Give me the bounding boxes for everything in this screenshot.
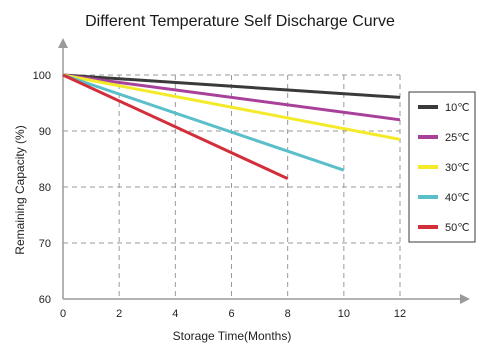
series-line	[62, 73, 345, 172]
y-axis-arrow	[58, 38, 68, 48]
x-tick-label: 8	[285, 308, 291, 320]
legend: 10℃ 25℃ 30℃ 40℃ 50℃	[408, 91, 476, 243]
chart-title: Different Temperature Self Discharge Cur…	[85, 13, 395, 30]
y-tick-label: 70	[39, 238, 51, 250]
y-axis-label: Remaining Capacity (%)	[13, 125, 27, 254]
x-axis-arrow	[460, 294, 470, 304]
x-tick-label: 0	[60, 308, 66, 320]
legend-label: 10℃	[445, 102, 470, 114]
x-tick-label: 12	[394, 308, 406, 320]
x-tick-label: 4	[172, 308, 178, 320]
legend-label: 40℃	[445, 192, 470, 204]
y-tick-label: 100	[33, 70, 51, 82]
y-tick-label: 90	[39, 126, 51, 138]
series-line	[62, 73, 401, 99]
x-tick-label: 10	[338, 308, 350, 320]
y-tick-label: 60	[39, 294, 51, 306]
x-tick-label: 6	[228, 308, 234, 320]
x-axis-label: Storage Time(Months)	[173, 329, 292, 343]
series-line	[62, 73, 289, 180]
y-tick-label: 80	[39, 182, 51, 194]
legend-label: 30℃	[445, 162, 470, 174]
series-lines	[62, 73, 401, 180]
series-line	[62, 73, 401, 122]
x-tick-label: 2	[116, 308, 122, 320]
grid	[63, 74, 401, 299]
legend-label: 25℃	[445, 132, 470, 144]
legend-label: 50℃	[445, 222, 470, 234]
axes: 0 2 4 6 8 10 12 60 70 80 90 100	[33, 38, 470, 320]
series-line	[62, 73, 401, 141]
